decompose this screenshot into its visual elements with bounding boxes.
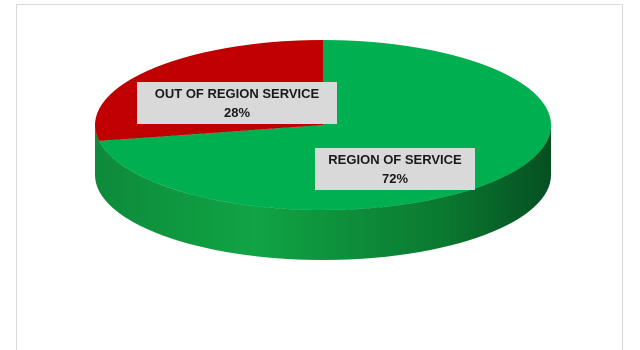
slice-value-region-of-service: 72% (381, 171, 409, 186)
pie-side-wall (95, 125, 551, 260)
slice-name-region-of-service: REGION OF SERVICE (328, 152, 462, 167)
slice-label-region-of-service: REGION OF SERVICE 72% (315, 148, 475, 190)
slice-label-out-of-region: OUT OF REGION SERVICE 28% (137, 82, 337, 124)
slice-name-out-of-region: OUT OF REGION SERVICE (154, 86, 320, 101)
slice-value-out-of-region: 28% (223, 105, 251, 120)
